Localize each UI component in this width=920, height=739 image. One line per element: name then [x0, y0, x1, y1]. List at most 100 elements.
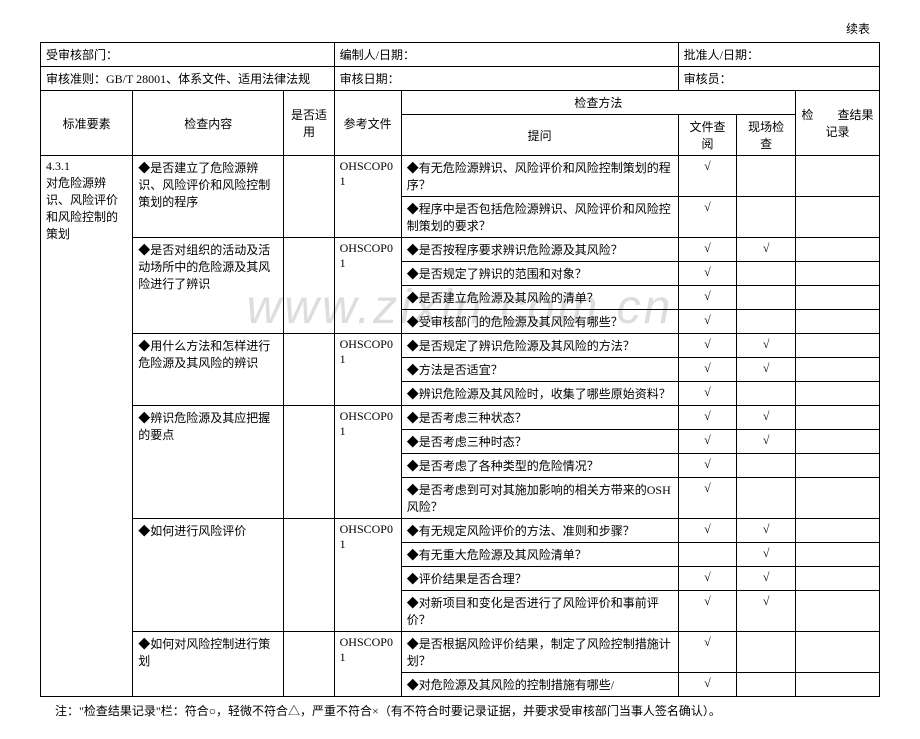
question-cell: ◆有无规定风险评价的方法、准则和步骤？: [401, 519, 678, 543]
doc-review-cell: √: [678, 286, 737, 310]
result-cell: [796, 454, 880, 478]
reference-cell: OHSCOP01: [334, 406, 401, 519]
site-check-cell: [737, 262, 796, 286]
content-cell: ◆是否建立了危险源辨识、风险评价和风险控制策划的程序: [133, 156, 284, 238]
question-cell: ◆有无重大危险源及其风险清单？: [401, 543, 678, 567]
doc-review-cell: √: [678, 519, 737, 543]
doc-review-cell: √: [678, 156, 737, 197]
reference-cell: OHSCOP01: [334, 238, 401, 334]
question-cell: ◆是否根据风险评价结果，制定了风险控制措施计划？: [401, 632, 678, 673]
doc-review-cell: √: [678, 197, 737, 238]
col-result: 检 查结果记录: [796, 91, 880, 156]
result-cell: [796, 591, 880, 632]
question-cell: ◆有无危险源辨识、风险评价和风险控制策划的程序？: [401, 156, 678, 197]
question-cell: ◆是否规定了辨识的范围和对象？: [401, 262, 678, 286]
result-cell: [796, 197, 880, 238]
applicable-cell: [284, 519, 334, 632]
audit-checklist-table: 受审核部门： 编制人/日期： 批准人/日期： 审核准则：GB/T 28001、体…: [40, 42, 880, 697]
content-cell: ◆是否对组织的活动及活动场所中的危险源及其风险进行了辨识: [133, 238, 284, 334]
doc-review-cell: √: [678, 310, 737, 334]
result-cell: [796, 632, 880, 673]
doc-review-cell: √: [678, 454, 737, 478]
page-header-continued: 续表: [40, 20, 880, 37]
result-cell: [796, 567, 880, 591]
content-cell: ◆如何对风险控制进行策划: [133, 632, 284, 697]
doc-review-cell: √: [678, 358, 737, 382]
question-cell: ◆程序中是否包括危险源辨识、风险评价和风险控制策划的要求？: [401, 197, 678, 238]
dept-label: 受审核部门：: [41, 43, 335, 67]
result-cell: [796, 543, 880, 567]
site-check-cell: √: [737, 358, 796, 382]
doc-review-cell: √: [678, 334, 737, 358]
site-check-cell: √: [737, 430, 796, 454]
site-check-cell: √: [737, 406, 796, 430]
question-cell: ◆是否考虑三种状态？: [401, 406, 678, 430]
col-method: 检查方法: [401, 91, 795, 115]
site-check-cell: [737, 310, 796, 334]
site-check-cell: √: [737, 238, 796, 262]
doc-review-cell: √: [678, 262, 737, 286]
site-check-cell: [737, 454, 796, 478]
applicable-cell: [284, 334, 334, 406]
element-cell: 4.3.1对危险源辨识、风险评价和风险控制的策划: [41, 156, 133, 697]
footnote: 注："检查结果记录"栏：符合○，轻微不符合△，严重不符合×（有不符合时要记录证据…: [40, 702, 880, 719]
site-check-cell: [737, 156, 796, 197]
applicable-cell: [284, 238, 334, 334]
result-cell: [796, 406, 880, 430]
col-reference: 参考文件: [334, 91, 401, 156]
doc-review-cell: √: [678, 591, 737, 632]
col-sitecheck: 现场检查: [737, 115, 796, 156]
doc-review-cell: √: [678, 478, 737, 519]
question-cell: ◆受审核部门的危险源及其风险有哪些？: [401, 310, 678, 334]
site-check-cell: [737, 286, 796, 310]
result-cell: [796, 334, 880, 358]
site-check-cell: √: [737, 591, 796, 632]
result-cell: [796, 358, 880, 382]
criteria-label: 审核准则：GB/T 28001、体系文件、适用法律法规: [41, 67, 335, 91]
result-cell: [796, 262, 880, 286]
site-check-cell: √: [737, 519, 796, 543]
site-check-cell: √: [737, 567, 796, 591]
col-element: 标准要素: [41, 91, 133, 156]
question-cell: ◆对危险源及其风险的控制措施有哪些/: [401, 673, 678, 697]
content-cell: ◆辨识危险源及其应把握的要点: [133, 406, 284, 519]
question-cell: ◆辨识危险源及其风险时，收集了哪些原始资料？: [401, 382, 678, 406]
doc-review-cell: √: [678, 382, 737, 406]
result-cell: [796, 156, 880, 197]
col-question: 提问: [401, 115, 678, 156]
result-cell: [796, 238, 880, 262]
reference-cell: OHSCOP01: [334, 519, 401, 632]
doc-review-cell: √: [678, 238, 737, 262]
applicable-cell: [284, 156, 334, 238]
site-check-cell: [737, 632, 796, 673]
question-cell: ◆对新项目和变化是否进行了风险评价和事前评价？: [401, 591, 678, 632]
approver-label: 批准人/日期：: [678, 43, 879, 67]
content-cell: ◆用什么方法和怎样进行危险源及其风险的辨识: [133, 334, 284, 406]
result-cell: [796, 430, 880, 454]
auditor-label: 审核员：: [678, 67, 879, 91]
audit-date-label: 审核日期：: [334, 67, 678, 91]
col-content: 检查内容: [133, 91, 284, 156]
question-cell: ◆方法是否适宜？: [401, 358, 678, 382]
applicable-cell: [284, 632, 334, 697]
doc-review-cell: √: [678, 632, 737, 673]
doc-review-cell: [678, 543, 737, 567]
reference-cell: OHSCOP01: [334, 156, 401, 238]
result-cell: [796, 310, 880, 334]
site-check-cell: [737, 478, 796, 519]
site-check-cell: [737, 197, 796, 238]
col-applicable: 是否适用: [284, 91, 334, 156]
applicable-cell: [284, 406, 334, 519]
question-cell: ◆是否考虑了各种类型的危险情况？: [401, 454, 678, 478]
content-cell: ◆如何进行风险评价: [133, 519, 284, 632]
question-cell: ◆是否建立危险源及其风险的清单？: [401, 286, 678, 310]
preparer-label: 编制人/日期：: [334, 43, 678, 67]
result-cell: [796, 519, 880, 543]
result-cell: [796, 478, 880, 519]
question-cell: ◆评价结果是否合理？: [401, 567, 678, 591]
site-check-cell: [737, 673, 796, 697]
col-docreview: 文件查阅: [678, 115, 737, 156]
reference-cell: OHSCOP01: [334, 632, 401, 697]
question-cell: ◆是否考虑到可对其施加影响的相关方带来的OSH 风险？: [401, 478, 678, 519]
question-cell: ◆是否按程序要求辨识危险源及其风险？: [401, 238, 678, 262]
